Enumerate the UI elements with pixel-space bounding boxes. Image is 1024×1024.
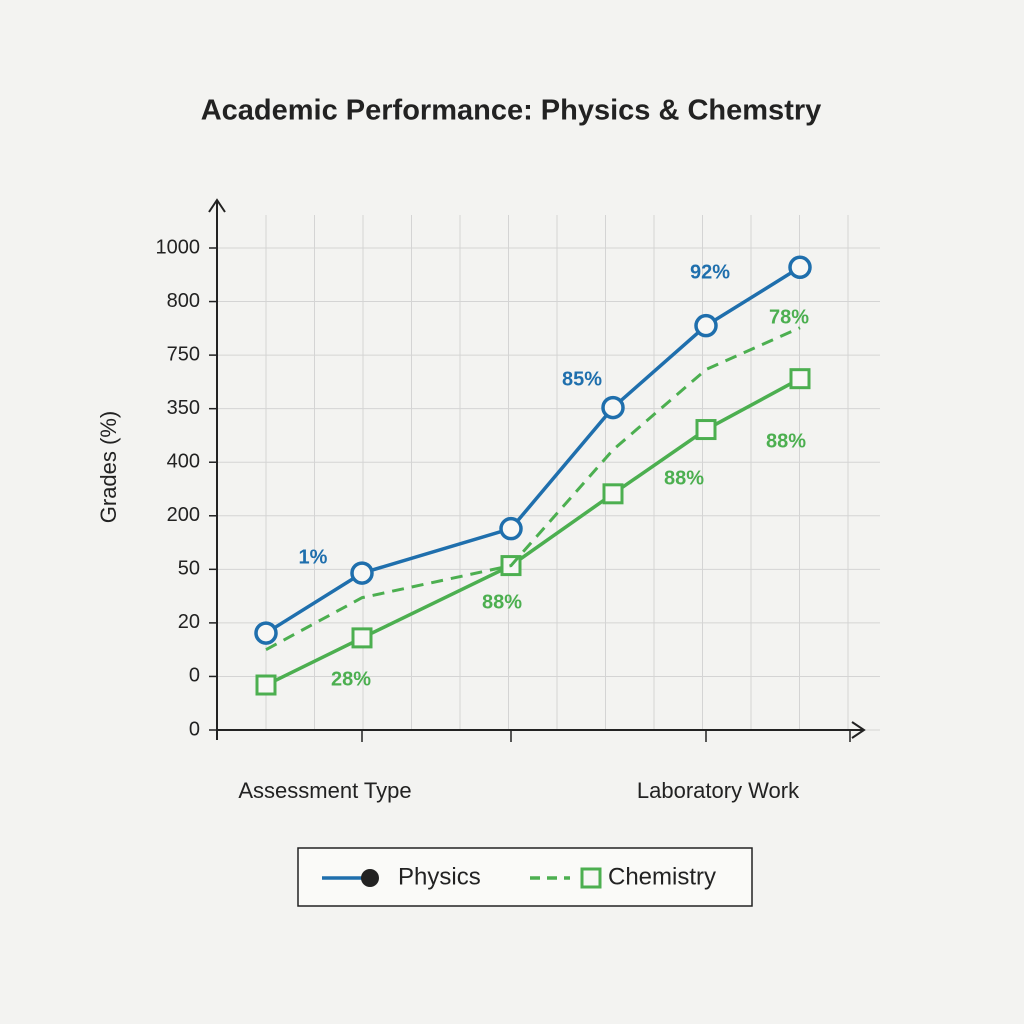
legend-label: Physics xyxy=(398,863,481,890)
y-tick-label: 400 xyxy=(167,451,200,473)
annotation: 85% xyxy=(562,368,602,390)
y-tick-label: 0 xyxy=(189,665,200,687)
annotation: 1% xyxy=(299,546,328,568)
legend-label: Chemistry xyxy=(608,863,716,890)
y-tick-label: 50 xyxy=(178,558,200,580)
y-tick-label: 800 xyxy=(167,290,200,312)
series-line xyxy=(265,326,801,651)
y-tick-label: 20 xyxy=(178,611,200,633)
y-axis-label: Grades (%) xyxy=(96,411,121,523)
y-axis-arrow xyxy=(208,198,226,213)
series-line xyxy=(265,377,801,687)
data-point xyxy=(789,368,811,390)
chart-title: Academic Performance: Physics & Chemstry xyxy=(201,95,822,127)
y-tick-label: 350 xyxy=(167,397,200,419)
data-point xyxy=(499,516,523,541)
legend-marker xyxy=(361,869,379,887)
x-axis-label: Assessment Type xyxy=(238,778,411,803)
data-point xyxy=(602,483,624,505)
annotation: 28% xyxy=(331,668,371,690)
annotation: 92% xyxy=(690,261,730,283)
series-line xyxy=(265,265,801,635)
y-tick-label: 0 xyxy=(189,718,200,740)
data-point xyxy=(601,395,625,420)
x-tick-label: Laboratory Work xyxy=(637,778,800,803)
annotation: 88% xyxy=(664,467,704,489)
data-point xyxy=(694,313,718,338)
data-point xyxy=(254,621,278,645)
data-point xyxy=(255,674,277,696)
y-tick-label: 1000 xyxy=(156,236,201,258)
annotation: 88% xyxy=(766,430,806,452)
legend-marker xyxy=(580,867,602,889)
data-point xyxy=(695,419,717,441)
data-point xyxy=(788,255,812,280)
annotation: 78% xyxy=(769,306,809,328)
annotation: 88% xyxy=(482,591,522,613)
data-point xyxy=(350,561,374,585)
y-tick-label: 750 xyxy=(167,343,200,365)
y-tick-label: 200 xyxy=(167,504,200,526)
x-axis-arrow xyxy=(851,721,866,739)
data-point xyxy=(351,627,373,649)
